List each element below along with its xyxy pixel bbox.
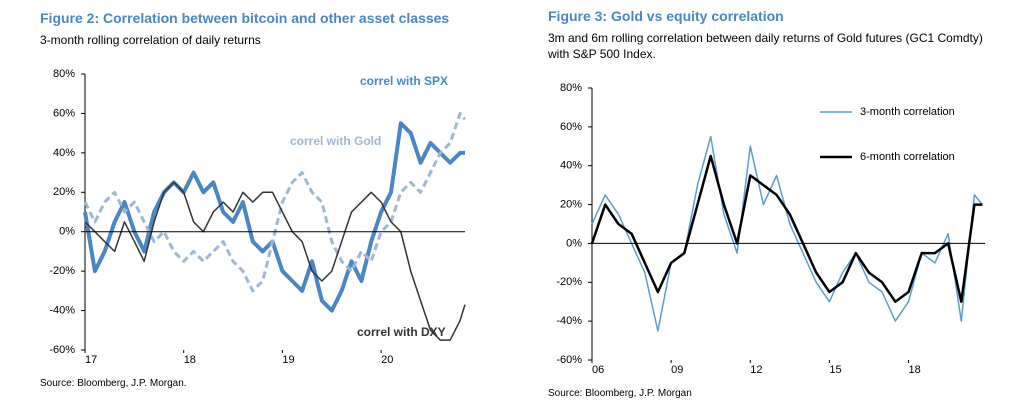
y-tick-label: -60% <box>49 344 75 356</box>
series-label: correl with Gold <box>290 134 381 148</box>
chart-title: Figure 2: Correlation between bitcoin an… <box>40 10 450 26</box>
series-line <box>84 181 466 341</box>
y-tick-label: 60% <box>53 107 75 119</box>
legend-label: 6-month correlation <box>860 151 955 163</box>
series-label: correl with DXY <box>357 325 446 339</box>
chart-subtitle: 3m and 6m rolling correlation between da… <box>548 31 983 61</box>
y-tick-label: -20% <box>556 276 582 288</box>
series-label: correl with SPX <box>360 74 448 88</box>
chart-source: Source: Bloomberg, J.P. Morgan <box>548 388 692 399</box>
x-tick-label: 06 <box>592 364 604 376</box>
x-tick-label: 20 <box>381 354 393 366</box>
series-line <box>590 154 983 303</box>
x-tick-label: 18 <box>909 364 921 376</box>
y-tick-label: -40% <box>556 315 582 327</box>
x-tick-label: 19 <box>282 354 294 366</box>
y-tick-label: 40% <box>560 160 582 172</box>
y-tick-label: -60% <box>556 354 582 366</box>
x-tick-label: 15 <box>829 364 841 376</box>
y-tick-label: 0% <box>59 226 75 238</box>
series-line <box>591 135 983 332</box>
chart-source: Source: Bloomberg, J.P. Morgan. <box>40 378 187 389</box>
y-tick-label: 80% <box>53 68 75 80</box>
x-tick-label: 17 <box>85 354 97 366</box>
y-tick-label: 60% <box>560 121 582 133</box>
series-line <box>83 111 467 293</box>
legend-label: 3-month correlation <box>860 106 955 118</box>
chart-title: Figure 3: Gold vs equity correlation <box>548 8 784 24</box>
y-tick-label: -40% <box>49 304 75 316</box>
x-tick-label: 09 <box>671 364 683 376</box>
y-tick-label: 20% <box>560 198 582 210</box>
chart-subtitle: 3-month rolling correlation of daily ret… <box>40 33 261 47</box>
x-tick-label: 12 <box>750 364 762 376</box>
x-tick-label: 18 <box>184 354 196 366</box>
y-tick-label: 80% <box>560 82 582 94</box>
y-tick-label: 20% <box>53 186 75 198</box>
y-tick-label: 0% <box>566 237 582 249</box>
y-tick-label: 40% <box>53 147 75 159</box>
y-tick-label: -20% <box>49 265 75 277</box>
